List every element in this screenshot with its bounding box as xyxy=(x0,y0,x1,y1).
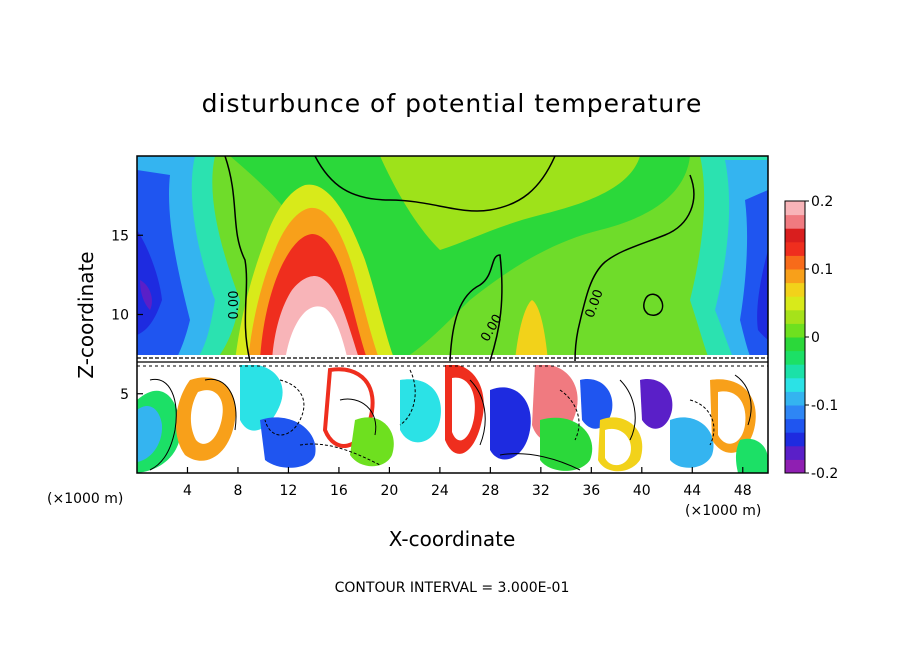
x-tick-label: 48 xyxy=(734,483,752,499)
x-tick-label: 12 xyxy=(280,483,298,499)
colorbar-swatch xyxy=(785,364,805,379)
colorbar-swatch xyxy=(785,323,805,338)
x-tick-label: 36 xyxy=(582,483,600,499)
colorbar-tick-label: -0.2 xyxy=(811,466,838,482)
colorbar-swatch xyxy=(785,255,805,270)
colorbar-swatch xyxy=(785,269,805,284)
central-warm xyxy=(515,300,548,361)
turbulent-blobs xyxy=(137,364,768,473)
colorbar-tick-label: -0.1 xyxy=(811,398,838,414)
colorbar-swatch xyxy=(785,377,805,392)
right-cold-inner xyxy=(757,250,768,340)
x-units-right: (×1000 m) xyxy=(685,503,761,519)
contour-interval-note: CONTOUR INTERVAL = 3.000E-01 xyxy=(335,580,570,596)
colorbar-swatch xyxy=(785,337,805,352)
x-tick-label: 4 xyxy=(183,483,192,499)
z-tick-label: 15 xyxy=(111,228,129,244)
x-tick-label: 8 xyxy=(233,483,242,499)
colorbar-swatch xyxy=(785,296,805,311)
colorbar-swatch xyxy=(785,201,805,216)
zero-contour-left xyxy=(224,156,251,362)
zero-contour-right xyxy=(574,174,695,362)
colorbar-swatch xyxy=(785,241,805,256)
colorbar-tick-label: 0.1 xyxy=(811,262,833,278)
x-tick-label: 20 xyxy=(380,483,398,499)
zero-contour-loop xyxy=(643,293,664,316)
left-cold-inner xyxy=(137,230,162,335)
warm-dome-core xyxy=(285,306,348,361)
z-axis-ticks: 5 10 15 xyxy=(111,228,143,403)
colorbar-tick-label: 0.2 xyxy=(811,194,833,210)
chart-title: disturbunce of potential temperature xyxy=(202,89,703,118)
colorbar-tick-label: 0 xyxy=(811,330,820,346)
colorbar: 0.2 0.1 0 -0.1 -0.2 xyxy=(784,194,838,482)
z-axis-label: Z-coordinate xyxy=(74,251,98,378)
zero-contour-top xyxy=(314,156,556,212)
x-axis-label: X-coordinate xyxy=(389,527,516,551)
colorbar-swatch xyxy=(785,459,805,474)
x-tick-label: 40 xyxy=(633,483,651,499)
x-units-left: (×1000 m) xyxy=(47,491,123,507)
x-tick-label: 44 xyxy=(683,483,701,499)
colorbar-swatch xyxy=(785,214,805,229)
colorbar-swatch xyxy=(785,418,805,433)
x-tick-label: 24 xyxy=(431,483,449,499)
colorbar-swatch xyxy=(785,405,805,420)
colorbar-swatch xyxy=(785,391,805,406)
left-cold-min xyxy=(140,280,152,310)
upper-yellowgreen xyxy=(380,156,640,250)
colorbar-swatch xyxy=(785,282,805,297)
colorbar-swatch xyxy=(785,228,805,243)
z-tick-label: 10 xyxy=(111,308,129,324)
x-tick-label: 32 xyxy=(532,483,550,499)
colorbar-swatch xyxy=(785,445,805,460)
x-axis-ticks: 4 8 12 16 20 24 28 32 36 40 44 48 xyxy=(183,467,752,499)
contour-label-1: 0.00 xyxy=(227,291,242,320)
plot-area: 0.00 0.00 0.00 xyxy=(137,156,768,473)
x-tick-label: 28 xyxy=(481,483,499,499)
z-tick-label: 5 xyxy=(120,387,129,403)
colorbar-swatch xyxy=(785,350,805,365)
inversion-band xyxy=(137,355,768,365)
x-tick-label: 16 xyxy=(330,483,348,499)
colorbar-swatch xyxy=(785,432,805,447)
colorbar-swatch xyxy=(785,309,805,324)
lower-contours xyxy=(149,369,752,471)
zero-contour-mid xyxy=(449,254,503,362)
